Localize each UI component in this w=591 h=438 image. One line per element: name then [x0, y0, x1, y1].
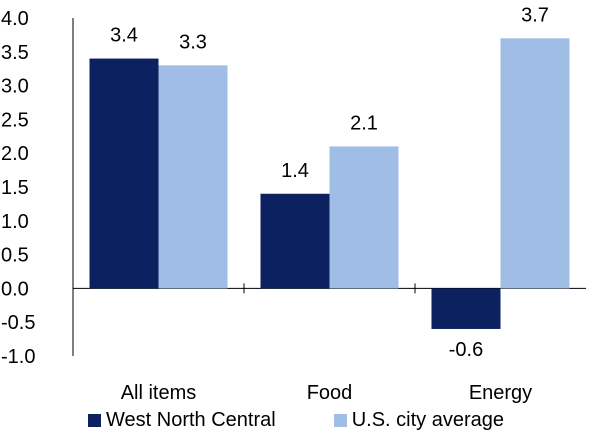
x-axis-labels: All items Food Energy — [121, 382, 532, 404]
bar — [431, 288, 501, 329]
y-tick-label: 1.5 — [1, 177, 29, 199]
legend: West North Central U.S. city average — [88, 409, 504, 432]
data-label: 1.4 — [281, 160, 309, 182]
y-axis-ticks: 4.0 3.5 3.0 2.5 2.0 1.5 1.0 0.5 0.0 -0.5 -1.0 — [1, 8, 35, 368]
data-label: 3.3 — [179, 31, 207, 53]
legend-item-us-city-average: U.S. city average — [333, 409, 504, 432]
bar — [500, 38, 570, 289]
y-tick-label: 4.0 — [1, 8, 29, 30]
y-tick-label: 2.0 — [1, 143, 29, 165]
data-label: 3.4 — [110, 25, 138, 47]
data-label: 2.1 — [350, 112, 378, 134]
legend-swatch-us-city-average — [333, 414, 347, 427]
bar — [329, 146, 399, 289]
y-tick-label: 1.0 — [1, 211, 29, 233]
x-tick-label: Food — [307, 382, 353, 404]
legend-label-west-north-central: West North Central — [106, 409, 276, 431]
legend-item-west-north-central: West North Central — [88, 409, 276, 432]
bar — [89, 58, 159, 289]
y-tick-label: 2.5 — [1, 109, 29, 131]
x-tick-label: All items — [121, 382, 197, 404]
bar — [260, 193, 330, 289]
y-tick-label: 0.5 — [1, 245, 29, 267]
y-tick-label: 3.5 — [1, 42, 29, 64]
legend-swatch-west-north-central — [88, 414, 101, 427]
legend-label-us-city-average: U.S. city average — [351, 409, 504, 431]
data-labels: 3.4 3.3 1.4 2.1 -0.6 3.7 — [110, 4, 549, 361]
bar — [158, 65, 228, 289]
y-tick-label: 0.0 — [1, 278, 29, 300]
y-tick-label: -0.5 — [1, 312, 35, 334]
y-tick-label: 3.0 — [1, 76, 29, 98]
y-tick-label: -1.0 — [1, 346, 35, 368]
bars — [89, 38, 570, 329]
x-tick-label: Energy — [469, 382, 532, 404]
data-label: -0.6 — [449, 339, 483, 361]
data-label: 3.7 — [521, 4, 549, 26]
